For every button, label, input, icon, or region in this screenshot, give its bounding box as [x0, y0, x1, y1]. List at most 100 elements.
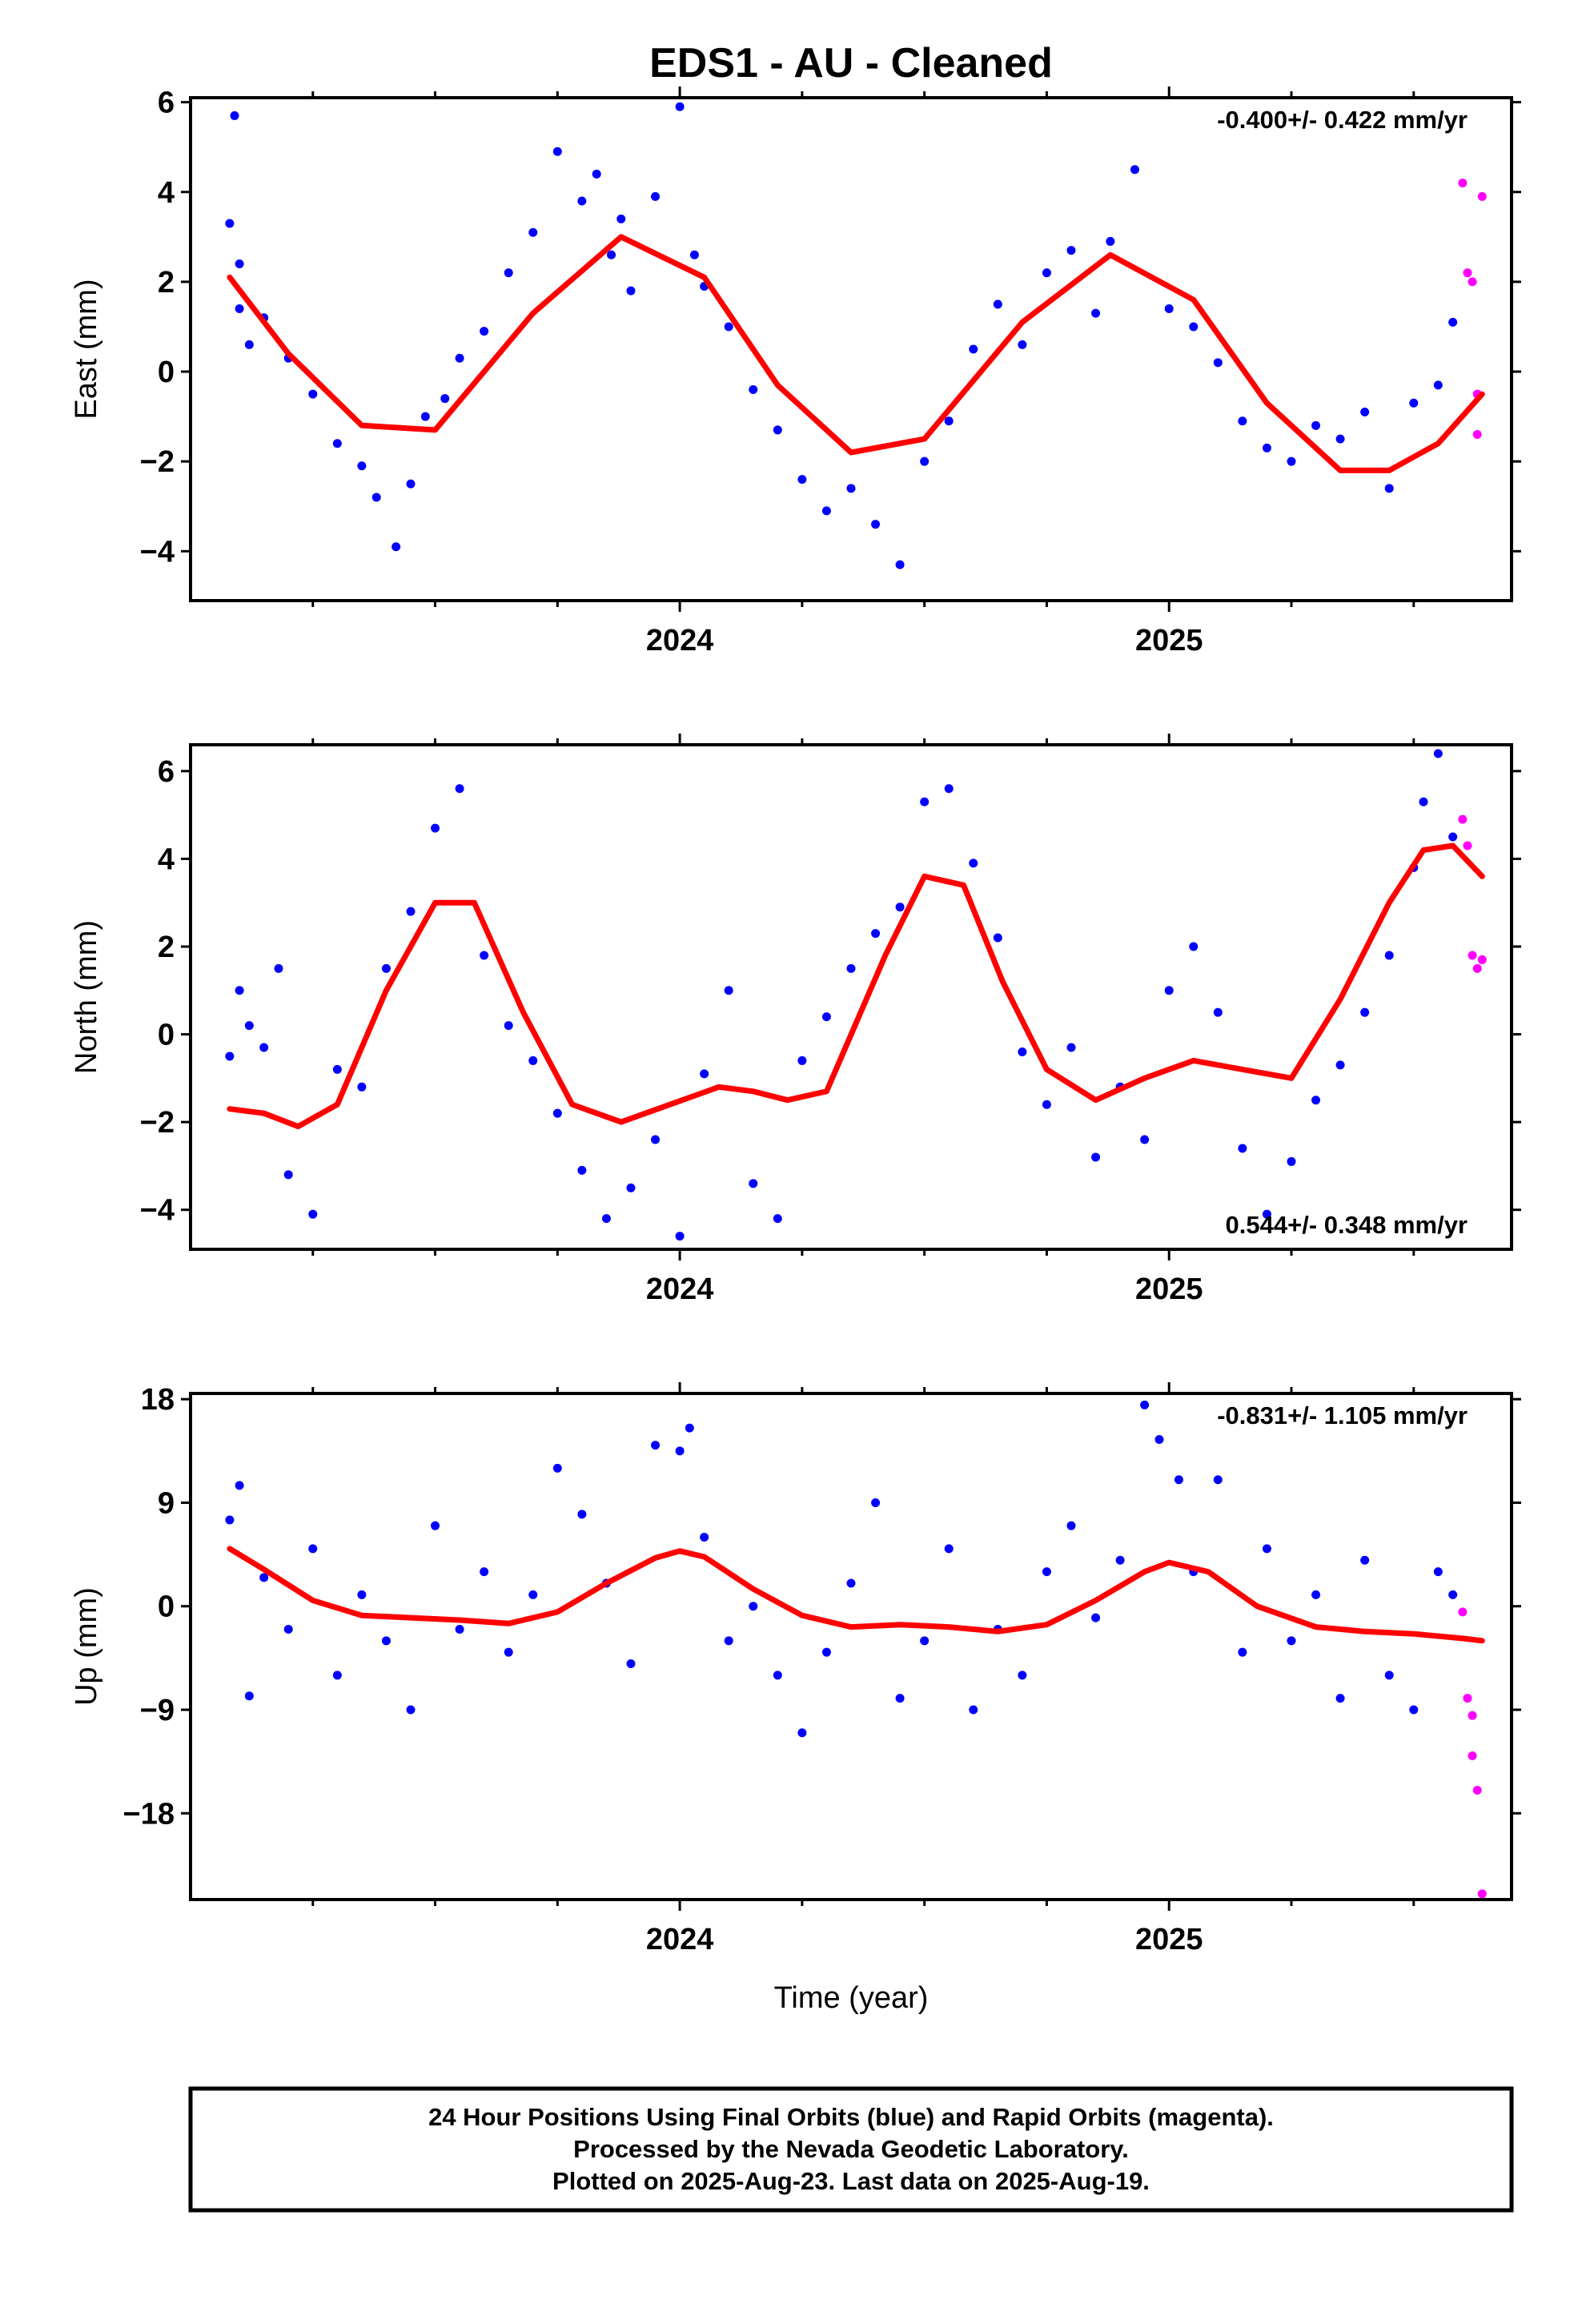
east-final-point: [1287, 456, 1296, 466]
up-rapid-point: [1458, 1607, 1468, 1617]
east-rapid-point: [1472, 430, 1482, 440]
north-final-point: [1140, 1135, 1150, 1144]
up-y-tick-label: 0: [158, 1590, 175, 1624]
up-final-point: [406, 1705, 416, 1715]
north-final-point: [846, 963, 856, 973]
east-final-point: [1189, 322, 1199, 332]
east-final-point: [455, 353, 464, 363]
north-final-point: [1066, 1043, 1076, 1052]
north-final-point: [528, 1055, 538, 1065]
up-frame: [189, 1392, 1513, 1901]
north-final-point: [244, 1021, 254, 1031]
north-final-point: [274, 963, 283, 973]
north-final-point: [1042, 1100, 1051, 1109]
up-final-point: [846, 1578, 856, 1588]
north-final-point: [1311, 1096, 1321, 1105]
north-rapid-point: [1472, 963, 1482, 973]
north-y-tick-label: 6: [158, 755, 175, 789]
east-final-point: [244, 340, 254, 349]
north-final-point: [749, 1179, 758, 1188]
east-final-point: [993, 300, 1002, 309]
up-final-point: [969, 1705, 978, 1715]
east-y-tick-label: 4: [158, 176, 175, 210]
east-final-point: [1164, 304, 1174, 314]
up-final-point: [1433, 1567, 1443, 1577]
figure-title: EDS1 - AU - Cleaned: [649, 40, 1053, 86]
up-final-point: [1115, 1555, 1125, 1565]
north-y-axis-label: North (mm): [70, 920, 103, 1074]
north-final-point: [577, 1165, 587, 1175]
north-final-point: [1287, 1156, 1296, 1166]
up-final-point: [455, 1624, 464, 1634]
north-final-point: [651, 1135, 661, 1144]
up-final-point: [225, 1515, 235, 1525]
up-final-point: [675, 1446, 685, 1456]
east-y-axis-label: East (mm): [70, 279, 103, 419]
east-final-point: [332, 439, 342, 448]
east-final-point: [528, 227, 538, 237]
north-final-point: [700, 1069, 709, 1079]
north-final-point: [431, 823, 440, 833]
up-final-point: [1311, 1590, 1321, 1599]
north-final-point: [1091, 1152, 1101, 1162]
north-final-point: [283, 1170, 293, 1180]
east-velocity-label: -0.400+/- 0.422 mm/yr: [1217, 106, 1468, 134]
east-final-point: [504, 268, 513, 278]
east-final-point: [1042, 268, 1051, 278]
east-final-point: [440, 394, 450, 404]
north-rapid-point: [1458, 814, 1468, 824]
east-final-point: [1066, 246, 1076, 255]
north-y-tick-label: 2: [158, 931, 175, 964]
up-y-tick-label: 18: [141, 1383, 175, 1417]
east-final-point: [391, 542, 401, 552]
north-final-point: [969, 858, 978, 868]
up-final-point: [504, 1647, 513, 1657]
up-final-point: [871, 1498, 881, 1507]
up-rapid-point: [1463, 1694, 1472, 1703]
up-final-point: [1174, 1475, 1183, 1485]
north-final-point: [552, 1108, 562, 1118]
up-final-point: [626, 1659, 636, 1669]
east-final-point: [969, 344, 978, 354]
up-final-point: [895, 1694, 905, 1703]
east-y-tick-label: 0: [158, 356, 175, 389]
north-velocity-label: 0.544+/- 0.348 mm/yr: [1226, 1211, 1468, 1239]
east-final-point: [235, 259, 244, 268]
east-y-tick-label: −4: [140, 535, 175, 569]
north-final-point: [895, 903, 905, 912]
east-final-point: [592, 169, 601, 179]
east-seasonal-model-line: [227, 234, 1485, 473]
east-x-tick-label: 2025: [1135, 624, 1203, 657]
up-plot-area: [191, 1393, 1512, 1900]
up-final-point: [431, 1521, 440, 1530]
north-final-point: [480, 951, 489, 960]
up-final-point: [1409, 1705, 1419, 1715]
north-rapid-point: [1477, 955, 1487, 964]
east-final-point: [1360, 408, 1370, 416]
north-final-point: [259, 1043, 269, 1052]
up-final-point: [1091, 1613, 1101, 1622]
up-final-point: [235, 1481, 244, 1490]
up-rapid-point: [1468, 1711, 1477, 1720]
up-final-point: [332, 1671, 342, 1680]
north-final-point: [357, 1082, 367, 1092]
up-final-point: [1360, 1555, 1370, 1565]
up-y-tick-label: −9: [140, 1694, 175, 1727]
east-final-point: [1384, 484, 1394, 493]
north-final-point: [1018, 1047, 1027, 1056]
east-final-point: [651, 191, 661, 201]
east-final-point: [1130, 165, 1139, 175]
up-x-tick-label: 2025: [1135, 1923, 1203, 1956]
east-final-point: [1106, 236, 1115, 246]
north-plot-area: [191, 745, 1512, 1249]
up-final-point: [1042, 1567, 1051, 1577]
north-seasonal-model-line: [227, 842, 1485, 1130]
up-final-point: [1066, 1521, 1076, 1530]
north-final-point: [1335, 1060, 1345, 1070]
east-final-point: [552, 147, 562, 156]
north-final-point: [1384, 951, 1394, 960]
east-final-point: [773, 425, 782, 435]
north-y-tick-label: 0: [158, 1019, 175, 1052]
north-y-tick-label: −4: [140, 1194, 175, 1228]
east-final-point: [1213, 358, 1223, 368]
